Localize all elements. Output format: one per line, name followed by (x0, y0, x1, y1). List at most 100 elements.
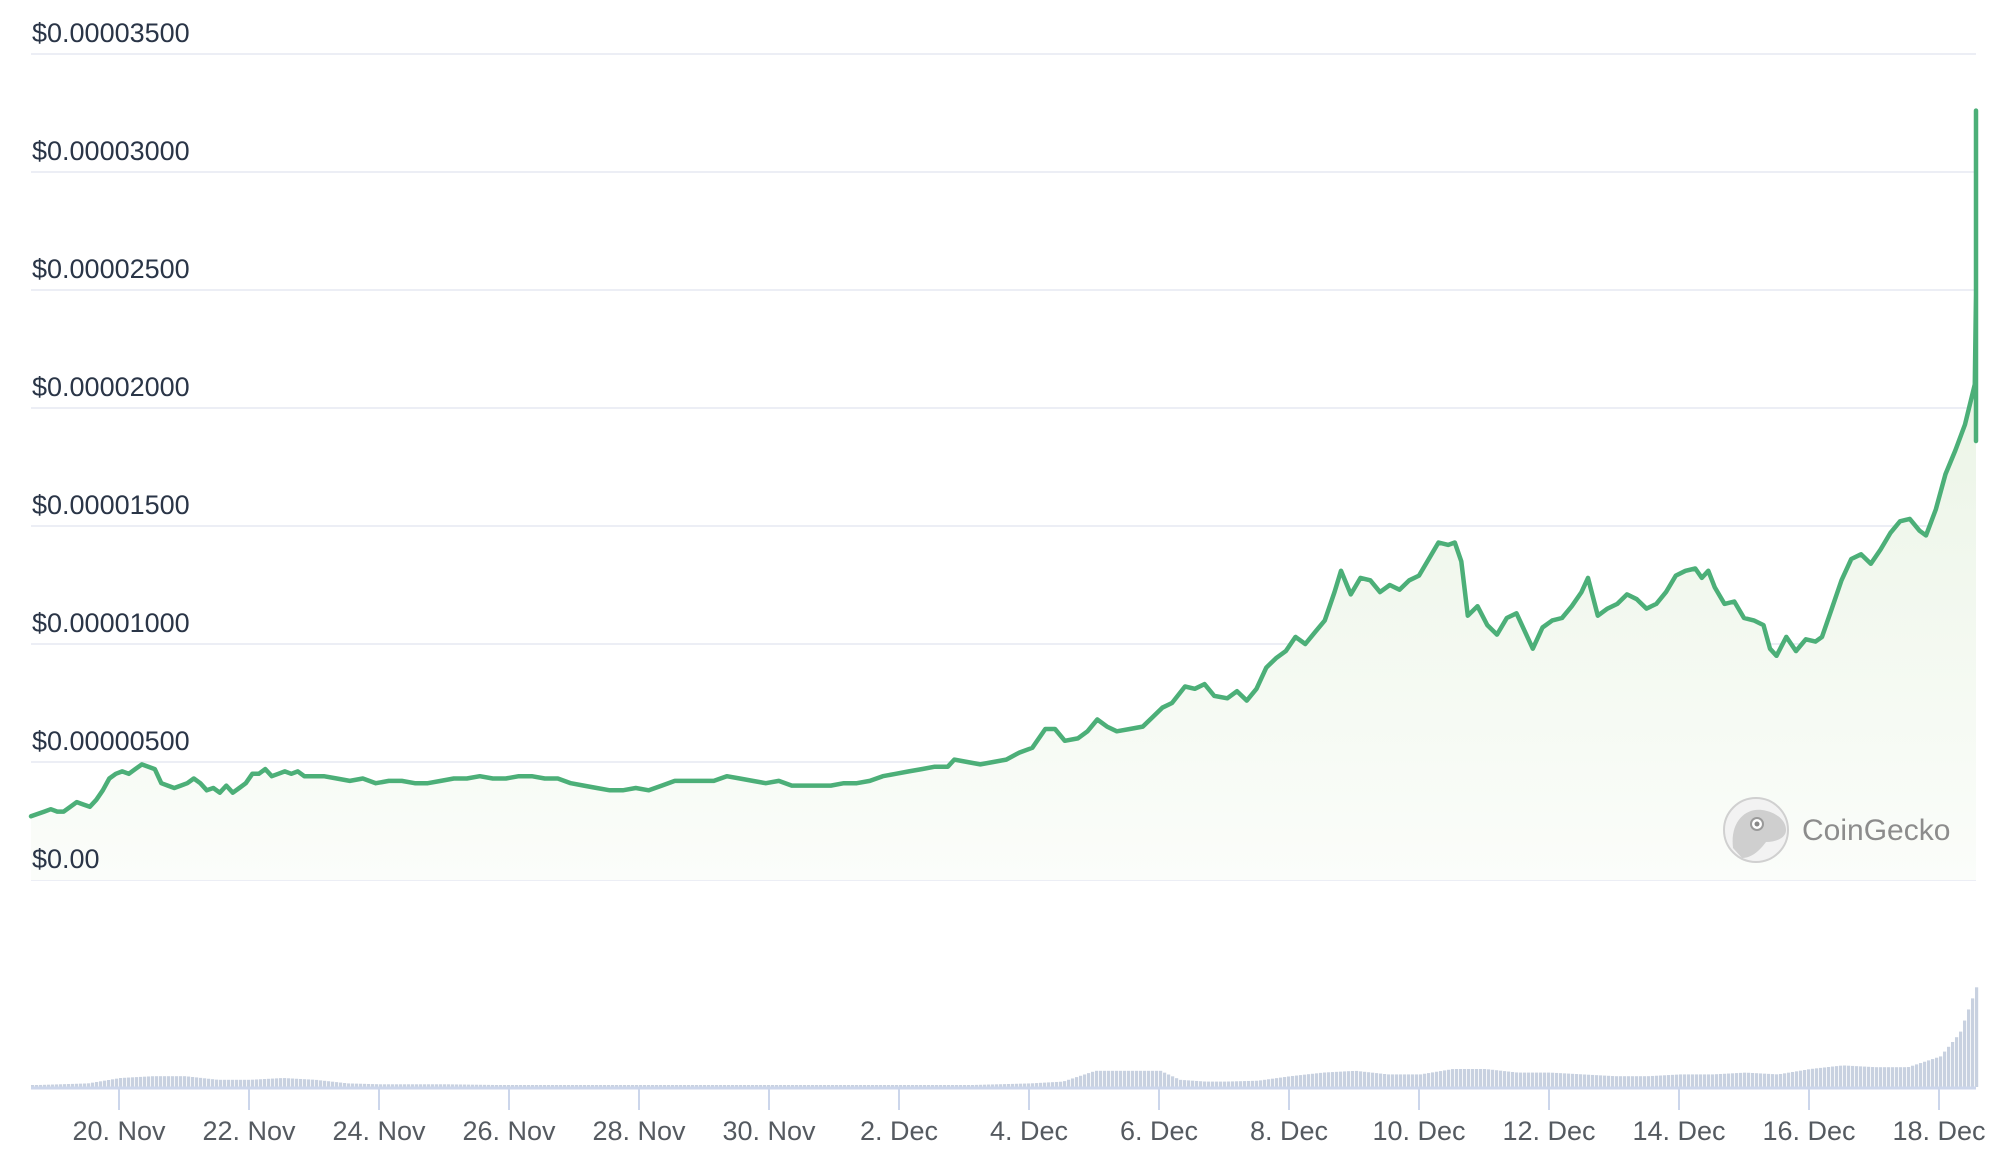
watermark-text: CoinGecko (1802, 814, 1950, 847)
volume-bar (695, 1085, 699, 1087)
volume-bar (427, 1084, 431, 1087)
volume-bar (1367, 1072, 1371, 1087)
volume-bar (107, 1079, 111, 1087)
volume-bar (55, 1084, 59, 1087)
volume-bar (671, 1085, 675, 1087)
volume-bar (607, 1085, 611, 1087)
volume-bar (799, 1085, 803, 1087)
volume-bar (867, 1085, 871, 1087)
volume-bar (1679, 1074, 1683, 1087)
volume-bar (1647, 1076, 1651, 1087)
volume-bar (959, 1085, 963, 1087)
volume-bar (1347, 1071, 1351, 1087)
volume-bar (359, 1083, 363, 1087)
x-tick-label: 24. Nov (332, 1116, 426, 1146)
volume-bar (203, 1078, 207, 1087)
volume-bar (319, 1080, 323, 1087)
volume-bar (1519, 1072, 1523, 1087)
volume-bar (263, 1079, 267, 1087)
volume-bar (1895, 1067, 1899, 1087)
volume-bar (615, 1085, 619, 1087)
volume-bar (211, 1079, 215, 1087)
volume-bar (1019, 1083, 1023, 1087)
volume-bar (63, 1084, 67, 1087)
volume-bar (1483, 1069, 1487, 1087)
volume-bar (323, 1080, 327, 1087)
volume-bar (167, 1076, 171, 1087)
volume-bar (51, 1084, 55, 1087)
volume-bar (71, 1083, 75, 1087)
volume-bar (983, 1084, 987, 1087)
volume-bar (687, 1085, 691, 1087)
volume-bar (839, 1085, 843, 1087)
volume-bar (1571, 1073, 1575, 1087)
volume-bar (1635, 1076, 1639, 1087)
volume-bar (1083, 1074, 1087, 1087)
volume-bar (1375, 1073, 1379, 1087)
volume-bar (1555, 1072, 1559, 1087)
volume-bar (279, 1078, 283, 1087)
volume-bar (1195, 1080, 1199, 1087)
volume-bar (1339, 1071, 1343, 1087)
volume-bar (103, 1080, 107, 1087)
volume-bar (1579, 1074, 1583, 1087)
volume-bar (1103, 1070, 1107, 1087)
volume-bar (215, 1079, 219, 1087)
volume-bar (1743, 1072, 1747, 1087)
volume-bar (847, 1085, 851, 1087)
volume-bar (1819, 1067, 1823, 1087)
volume-bar (131, 1077, 135, 1087)
volume-bar (223, 1079, 227, 1087)
volume-bar (743, 1085, 747, 1087)
volume-bar (1087, 1073, 1091, 1087)
volume-bar (1835, 1066, 1839, 1087)
volume-bar (87, 1083, 91, 1087)
volume-bar (639, 1085, 643, 1087)
volume-bar (1147, 1070, 1151, 1087)
volume-bar (1291, 1075, 1295, 1087)
volume-bar (843, 1085, 847, 1087)
volume-bar (1671, 1074, 1675, 1087)
price-line-path[interactable] (28, 108, 1979, 819)
volume-bar (1247, 1080, 1251, 1087)
volume-bar (1791, 1071, 1795, 1087)
volume-bar (903, 1085, 907, 1087)
volume-bar (1151, 1070, 1155, 1087)
volume-bar (1763, 1073, 1767, 1087)
volume-bar (1559, 1073, 1563, 1087)
price-line[interactable] (28, 108, 1979, 819)
volume-bar (271, 1078, 275, 1087)
volume-bar (1503, 1071, 1507, 1087)
volume-bar (827, 1085, 831, 1087)
volume-bar (1655, 1075, 1659, 1087)
volume-bar (1595, 1075, 1599, 1087)
volume-bar (655, 1085, 659, 1087)
volume-bar (1259, 1080, 1263, 1087)
volume-bar (1587, 1074, 1591, 1087)
volume-bar (299, 1078, 303, 1087)
volume-bar (1271, 1078, 1275, 1087)
volume-bar (531, 1085, 535, 1087)
gecko-logo-icon (1723, 797, 1789, 863)
volume-bar (675, 1085, 679, 1087)
volume-bar (431, 1084, 435, 1087)
volume-bar (1727, 1073, 1731, 1087)
x-axis-ticks: 20. Nov 22. Nov 24. Nov 26. Nov 28. Nov 30. N… (72, 1088, 1986, 1146)
volume-bar (1843, 1065, 1847, 1087)
volume-bar (1623, 1076, 1627, 1087)
volume-bar (1451, 1069, 1455, 1087)
volume-bar (1255, 1080, 1259, 1087)
volume-bar (575, 1085, 579, 1087)
volume-bar (759, 1085, 763, 1087)
volume-bar (1831, 1066, 1835, 1087)
volume-bar (419, 1084, 423, 1087)
volume-bar (907, 1085, 911, 1087)
volume-bar (727, 1085, 731, 1087)
volume-bar (1723, 1073, 1727, 1087)
volume-bar (1751, 1072, 1755, 1087)
volume-bar (1307, 1074, 1311, 1087)
volume-bar (1903, 1067, 1907, 1087)
volume-bar (123, 1077, 127, 1087)
volume-bar (535, 1085, 539, 1087)
